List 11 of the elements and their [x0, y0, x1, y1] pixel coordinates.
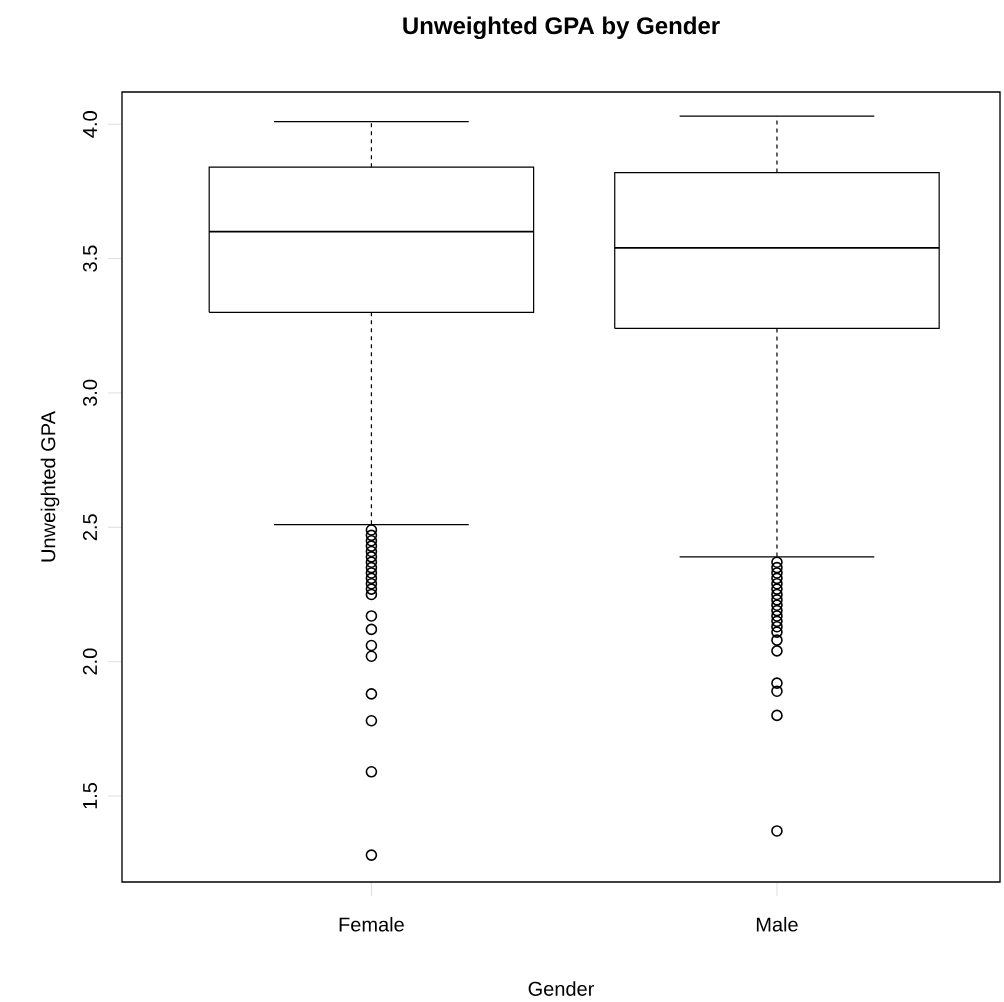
y-tick-label: 2.5: [82, 514, 98, 541]
y-tick-label: 3.0: [82, 379, 98, 407]
x-tick-label: Male: [756, 916, 798, 932]
x-axis-title: Gender: [528, 981, 594, 996]
x-tick-label: Female: [339, 916, 404, 932]
y-tick-label: 2.0: [82, 648, 98, 675]
y-tick-label: 1.5: [83, 782, 98, 809]
chart-title: Unweighted GPA by Gender: [403, 16, 720, 40]
y-tick-label: 4.0: [82, 111, 98, 138]
y-axis-title: Unweighted GPA: [40, 411, 60, 562]
y-tick-label: 3.5: [82, 245, 98, 272]
